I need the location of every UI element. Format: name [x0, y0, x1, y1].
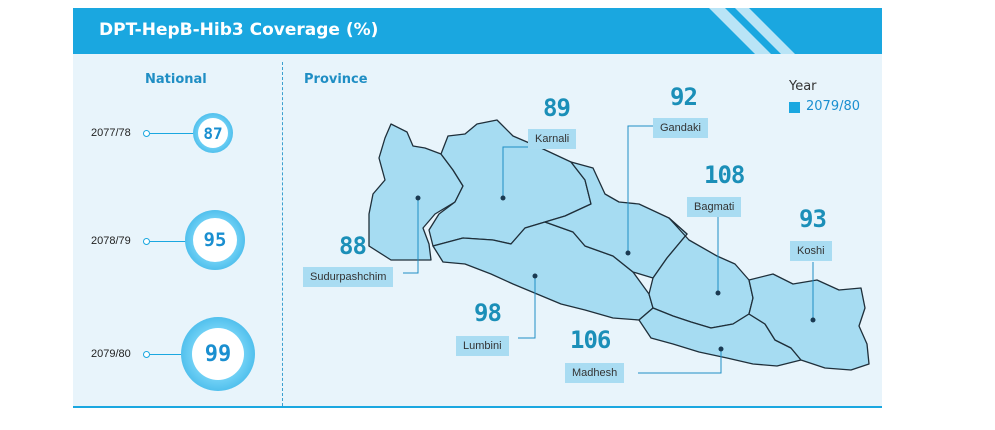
gandaki-value: 92: [670, 83, 698, 111]
coverage-card: DPT-HepB-Hib3 Coverage (%) National Prov…: [73, 8, 882, 408]
nepal-province-map: [368, 119, 870, 374]
koshi-value: 93: [799, 205, 827, 233]
national-leader-line: [150, 354, 184, 355]
gandaki-marker: [625, 250, 631, 256]
legend-title: Year: [789, 79, 817, 94]
national-marker-dot: [143, 130, 150, 137]
national-section-label: National: [145, 72, 207, 87]
national-marker-dot: [143, 238, 150, 245]
legend-item-label: 2079/80: [806, 99, 861, 114]
bagmati-label: Bagmati: [687, 197, 742, 217]
national-year-label: 2079/80: [91, 348, 131, 360]
sudurpashchim-value: 88: [339, 232, 367, 260]
lumbini-label: Lumbini: [456, 336, 509, 356]
national-value-ring: 87: [193, 113, 233, 153]
national-year-label: 2078/79: [91, 235, 131, 247]
national-marker-dot: [143, 351, 150, 358]
header-stripe-decoration: [709, 8, 795, 54]
madhesh-value: 106: [570, 326, 611, 354]
sudurpashchim-marker: [415, 195, 421, 201]
card-title: DPT-HepB-Hib3 Coverage (%): [99, 20, 379, 40]
national-value-ring: 99: [181, 317, 255, 391]
lumbini-value: 98: [474, 299, 502, 327]
national-leader-line: [150, 241, 188, 242]
gandaki-leader: [627, 125, 655, 253]
bagmati-marker: [715, 290, 721, 296]
national-value: 99: [192, 328, 244, 380]
koshi-label: Koshi: [790, 241, 832, 261]
karnali-label: Karnali: [528, 129, 577, 149]
bagmati-value: 108: [704, 161, 745, 189]
section-divider: [282, 62, 283, 406]
sudurpashchim-leader: [403, 198, 419, 274]
national-leader-line: [150, 133, 196, 134]
national-year-label: 2077/78: [91, 127, 131, 139]
sudurpashchim-label: Sudurpashchim: [303, 267, 394, 287]
karnali-marker: [500, 195, 506, 201]
map-region-sudurpashchim: [368, 123, 464, 261]
madhesh-label: Madhesh: [565, 363, 625, 383]
national-value: 95: [193, 218, 237, 262]
madhesh-leader: [638, 349, 722, 374]
card-header: DPT-HepB-Hib3 Coverage (%): [73, 8, 882, 54]
lumbini-leader: [518, 276, 536, 339]
madhesh-marker: [718, 346, 724, 352]
map-region-gandaki: [544, 161, 688, 279]
karnali-leader: [502, 146, 528, 198]
karnali-value: 89: [543, 94, 571, 122]
national-value: 87: [198, 118, 228, 148]
koshi-marker: [810, 317, 816, 323]
lumbini-marker: [532, 273, 538, 279]
national-value-ring: 95: [185, 210, 245, 270]
legend-swatch: [789, 102, 800, 113]
gandaki-label: Gandaki: [653, 118, 708, 138]
province-section-label: Province: [304, 72, 368, 87]
map-region-koshi: [748, 273, 870, 371]
